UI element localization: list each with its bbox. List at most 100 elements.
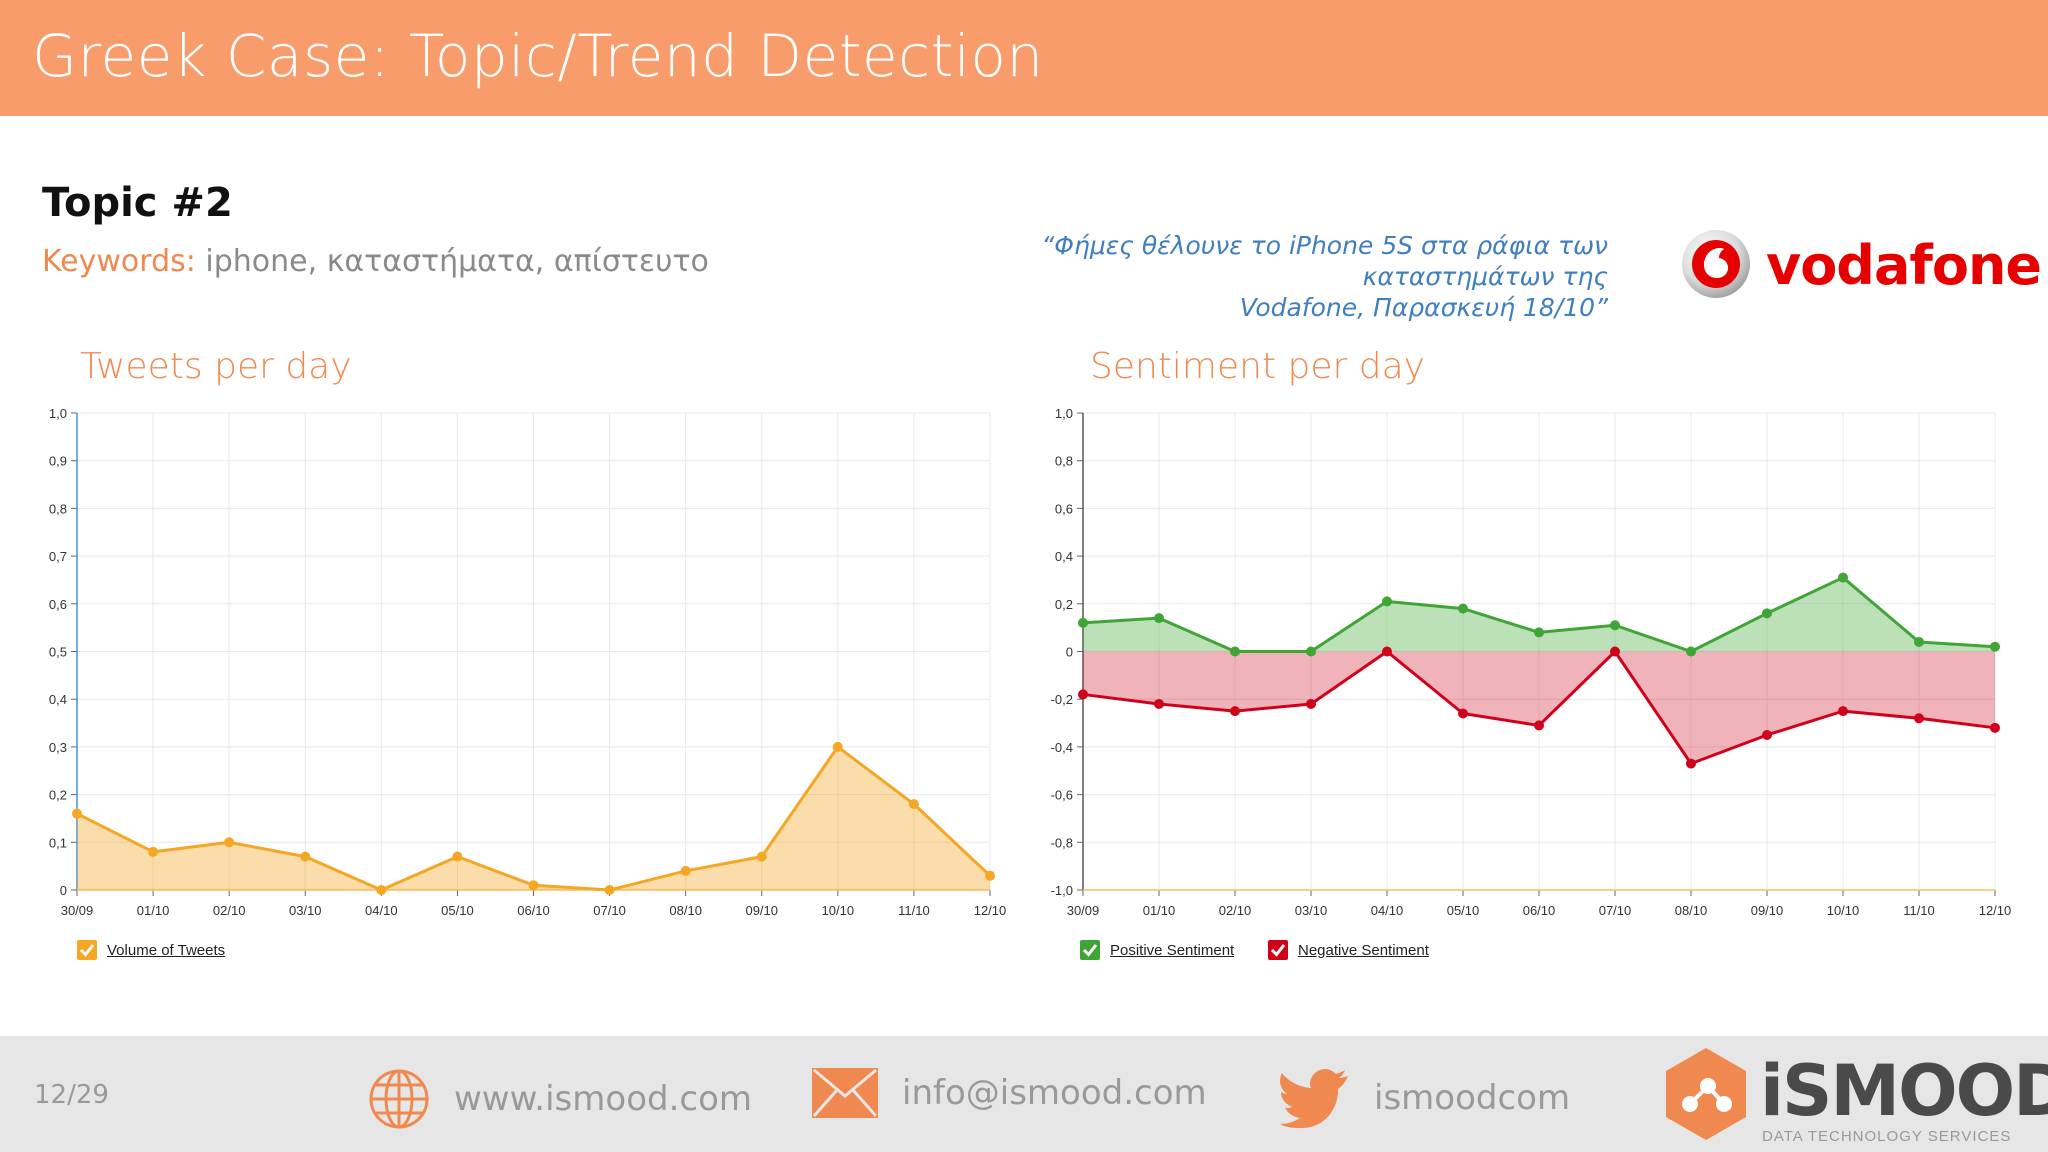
data-point[interactable]: [300, 851, 311, 862]
x-tick-label: 06/10: [1523, 903, 1556, 918]
sentiment-chart-title: Sentiment per day: [1090, 346, 1425, 387]
series-area-0: [1083, 577, 1995, 652]
data-point[interactable]: [680, 865, 691, 876]
data-point[interactable]: [1306, 646, 1316, 657]
y-tick-label: -0,6: [1051, 788, 1073, 803]
data-point[interactable]: [1762, 729, 1772, 740]
data-point[interactable]: [1762, 608, 1772, 619]
data-point[interactable]: [1382, 646, 1392, 657]
ismood-hexagon-icon: [1666, 1048, 1746, 1140]
data-point[interactable]: [1686, 758, 1696, 769]
x-tick-label: 11/10: [898, 903, 930, 918]
x-tick-label: 03/10: [1295, 903, 1328, 918]
legend-negative[interactable]: Negative Sentiment: [1268, 940, 1429, 960]
data-point[interactable]: [1838, 706, 1848, 717]
data-point[interactable]: [1458, 708, 1468, 719]
data-point[interactable]: [1230, 646, 1240, 657]
negative-checkbox-icon[interactable]: [1268, 940, 1288, 960]
vodafone-wordmark: vodafone: [1766, 234, 2042, 297]
x-tick-label: 01/10: [1143, 903, 1176, 918]
footer-twitter[interactable]: ismoodcom: [1280, 1068, 1570, 1128]
data-point[interactable]: [72, 808, 82, 819]
data-point[interactable]: [1154, 698, 1164, 709]
x-tick-label: 11/10: [1903, 903, 1935, 918]
legend-volume[interactable]: Volume of Tweets: [77, 940, 225, 960]
legend-volume-label: Volume of Tweets: [107, 941, 226, 959]
volume-checkbox-icon[interactable]: [77, 940, 97, 960]
y-tick-label: 0,5: [49, 645, 67, 660]
website-link[interactable]: www.ismood.com: [454, 1079, 752, 1119]
y-tick-label: -1,0: [1051, 883, 1073, 898]
data-point[interactable]: [1990, 641, 2000, 652]
y-tick-label: 0: [60, 883, 67, 898]
x-tick-label: 04/10: [365, 903, 398, 918]
news-quote: “Φήμες θέλουνε το iPhone 5S στα ράφια τω…: [880, 230, 1608, 323]
data-point[interactable]: [1610, 620, 1620, 631]
series-area-0: [77, 746, 990, 890]
page-number: 12/29: [34, 1080, 109, 1110]
data-point[interactable]: [1154, 613, 1164, 624]
y-tick-label: 0,2: [1055, 597, 1073, 612]
legend-positive-label: Positive Sentiment: [1110, 941, 1235, 959]
series-area-1: [1083, 651, 1995, 764]
data-point[interactable]: [376, 885, 387, 895]
y-tick-label: 0,8: [49, 501, 67, 516]
x-tick-label: 05/10: [441, 903, 474, 918]
ismood-wordmark: iSMOOD: [1760, 1050, 2048, 1132]
x-tick-label: 07/10: [1599, 903, 1632, 918]
sentiment-per-day-chart: -1,0 -0,8 -0,6 -0,4 -0,2 0 0,2 0,4 0,6 0,8 1,0 30/0…: [1051, 406, 2012, 918]
legend-negative-label: Negative Sentiment: [1298, 941, 1429, 959]
data-point[interactable]: [832, 741, 843, 752]
x-tick-label: 12/10: [974, 903, 1007, 918]
x-tick-label: 08/10: [1675, 903, 1708, 918]
keywords-line: Keywords: iphone, καταστήματα, απίστευτο: [42, 244, 709, 279]
data-point[interactable]: [1914, 636, 1924, 647]
data-point[interactable]: [756, 851, 767, 862]
data-point[interactable]: [1534, 627, 1544, 638]
data-point[interactable]: [1990, 722, 2000, 733]
x-tick-label: 03/10: [289, 903, 322, 918]
y-tick-label: 0,3: [49, 740, 67, 755]
data-point[interactable]: [1534, 720, 1544, 731]
positive-checkbox-icon[interactable]: [1080, 940, 1100, 960]
x-tick-label: 10/10: [822, 903, 855, 918]
data-point[interactable]: [148, 846, 159, 857]
data-point[interactable]: [985, 870, 995, 881]
twitter-handle[interactable]: ismoodcom: [1374, 1078, 1571, 1118]
data-point[interactable]: [452, 851, 463, 862]
data-point[interactable]: [908, 799, 919, 810]
data-point[interactable]: [1914, 713, 1924, 724]
x-tick-label: 02/10: [213, 903, 246, 918]
data-point[interactable]: [1610, 646, 1620, 657]
data-point[interactable]: [1306, 698, 1316, 709]
x-tick-label: 10/10: [1827, 903, 1860, 918]
x-tick-label: 30/09: [1067, 903, 1100, 918]
email-link[interactable]: info@ismood.com: [902, 1073, 1207, 1113]
y-tick-label: 0: [1066, 645, 1073, 660]
ismood-tagline: DATA TECHNOLOGY SERVICES: [1762, 1128, 2012, 1145]
data-point[interactable]: [1230, 706, 1240, 717]
globe-icon: [369, 1069, 429, 1129]
tweets-per-day-chart: 0 0,1 0,2 0,3 0,4 0,5 0,6 0,7 0,8 0,9 1,0 30/09 01/1…: [49, 406, 1007, 918]
data-point[interactable]: [528, 880, 539, 891]
slide-title: Greek Case: Topic/Trend Detection: [32, 22, 1044, 90]
x-tick-label: 30/09: [61, 903, 94, 918]
data-point[interactable]: [1078, 617, 1088, 628]
data-point[interactable]: [604, 885, 615, 895]
data-point[interactable]: [1686, 646, 1696, 657]
data-point[interactable]: [1078, 689, 1088, 700]
legend-positive[interactable]: Positive Sentiment: [1080, 940, 1234, 960]
footer-email[interactable]: info@ismood.com: [812, 1068, 1207, 1118]
x-tick-label: 07/10: [593, 903, 626, 918]
x-tick-label: 02/10: [1219, 903, 1252, 918]
y-tick-label: -0,8: [1051, 835, 1073, 850]
y-tick-label: 1,0: [49, 406, 67, 421]
data-point[interactable]: [1382, 596, 1392, 607]
data-point[interactable]: [1458, 603, 1468, 614]
footer-website[interactable]: www.ismood.com: [368, 1068, 752, 1130]
topic-title: Topic #2: [42, 180, 233, 226]
data-point[interactable]: [224, 837, 235, 848]
x-tick-label: 09/10: [1751, 903, 1784, 918]
x-tick-label: 01/10: [137, 903, 170, 918]
data-point[interactable]: [1838, 572, 1848, 583]
